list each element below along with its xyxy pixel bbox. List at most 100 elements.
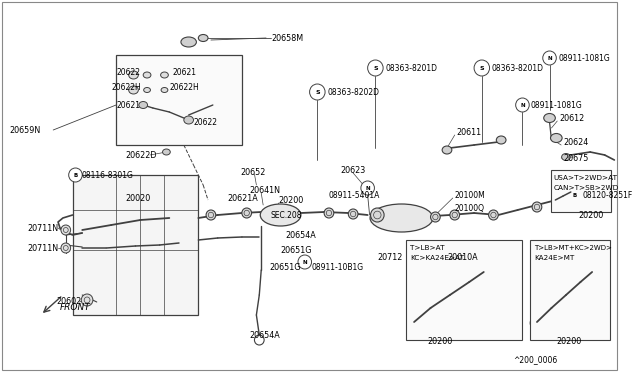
- Circle shape: [371, 208, 384, 222]
- Text: 20622D: 20622D: [126, 151, 157, 160]
- Text: 20654A: 20654A: [285, 231, 316, 240]
- Text: 08911-1081G: 08911-1081G: [530, 100, 582, 109]
- Text: 20622: 20622: [116, 67, 140, 77]
- Circle shape: [431, 212, 440, 222]
- Ellipse shape: [139, 102, 148, 109]
- Bar: [72, 175, 198, 315]
- Text: 20612: 20612: [559, 113, 584, 122]
- Text: B: B: [573, 192, 577, 198]
- Bar: [116, 55, 242, 145]
- Text: N: N: [520, 103, 525, 108]
- Ellipse shape: [129, 86, 138, 94]
- Text: B: B: [74, 173, 77, 177]
- Ellipse shape: [260, 204, 301, 226]
- Text: SEC.208: SEC.208: [271, 211, 303, 219]
- Text: 20200: 20200: [556, 337, 582, 346]
- Text: 20623: 20623: [340, 166, 366, 174]
- Text: 08911-5401A: 08911-5401A: [329, 190, 380, 199]
- Text: 20641N: 20641N: [250, 186, 280, 195]
- Circle shape: [81, 294, 93, 306]
- Text: 20651G: 20651G: [269, 263, 300, 273]
- Text: 20622: 20622: [193, 118, 218, 126]
- Text: KC>KA24E>AT: KC>KA24E>AT: [410, 255, 464, 261]
- Circle shape: [488, 210, 499, 220]
- Circle shape: [450, 210, 460, 220]
- Circle shape: [242, 208, 252, 218]
- Text: KA24E>MT: KA24E>MT: [534, 255, 574, 261]
- Text: 08116-8301G: 08116-8301G: [81, 170, 133, 180]
- Text: 20711N: 20711N: [27, 244, 58, 253]
- Text: 08363-8202D: 08363-8202D: [327, 87, 379, 96]
- Ellipse shape: [143, 87, 150, 93]
- Ellipse shape: [163, 149, 170, 155]
- Text: 20611: 20611: [457, 128, 482, 137]
- Ellipse shape: [198, 35, 208, 42]
- Circle shape: [298, 255, 312, 269]
- Circle shape: [532, 202, 542, 212]
- Circle shape: [557, 194, 565, 202]
- Text: 20675: 20675: [563, 154, 588, 163]
- Text: 20658M: 20658M: [271, 33, 303, 42]
- Text: 20200: 20200: [428, 337, 453, 346]
- Text: 08911-10B1G: 08911-10B1G: [312, 263, 364, 273]
- Text: N: N: [303, 260, 307, 264]
- Circle shape: [480, 264, 492, 276]
- Text: 20100Q: 20100Q: [455, 203, 484, 212]
- Text: USA>T>2WD>AT: USA>T>2WD>AT: [554, 175, 618, 181]
- Circle shape: [324, 208, 334, 218]
- Text: 20654A: 20654A: [250, 330, 280, 340]
- Ellipse shape: [550, 134, 562, 142]
- Circle shape: [435, 273, 445, 283]
- Text: 20200: 20200: [278, 196, 304, 205]
- Text: S: S: [479, 65, 484, 71]
- Ellipse shape: [184, 116, 193, 124]
- Text: 20621A: 20621A: [227, 193, 258, 202]
- Text: 20621: 20621: [116, 100, 140, 109]
- Text: 08363-8201D: 08363-8201D: [492, 64, 543, 73]
- Circle shape: [367, 60, 383, 76]
- Circle shape: [543, 51, 556, 65]
- Text: ^200_0006: ^200_0006: [513, 356, 557, 365]
- Text: 20712: 20712: [378, 253, 403, 263]
- Text: 20624: 20624: [563, 138, 588, 147]
- Bar: [552, 170, 611, 212]
- Ellipse shape: [181, 37, 196, 47]
- Circle shape: [433, 258, 447, 272]
- Circle shape: [474, 60, 490, 76]
- Text: 20651G: 20651G: [280, 246, 312, 254]
- Text: 08120-8251F: 08120-8251F: [582, 190, 633, 199]
- Text: 08363-8201D: 08363-8201D: [385, 64, 437, 73]
- Circle shape: [516, 98, 529, 112]
- Text: T>LB>AT: T>LB>AT: [410, 245, 445, 251]
- Text: 20622H: 20622H: [111, 83, 141, 92]
- Text: 20020: 20020: [126, 193, 151, 202]
- Circle shape: [361, 181, 374, 195]
- Ellipse shape: [562, 154, 570, 160]
- Circle shape: [348, 209, 358, 219]
- Text: CAN>T>SB>2WD: CAN>T>SB>2WD: [554, 185, 619, 191]
- Text: T>LB>MT+KC>2WD>: T>LB>MT+KC>2WD>: [534, 245, 612, 251]
- Text: S: S: [315, 90, 319, 94]
- Circle shape: [588, 264, 599, 276]
- Ellipse shape: [143, 72, 151, 78]
- Ellipse shape: [442, 146, 452, 154]
- Bar: [530, 240, 609, 340]
- Ellipse shape: [544, 113, 556, 122]
- Circle shape: [310, 84, 325, 100]
- Ellipse shape: [129, 71, 138, 79]
- Text: 20711N: 20711N: [27, 224, 58, 232]
- Text: 20100M: 20100M: [455, 190, 486, 199]
- Circle shape: [530, 317, 542, 329]
- Text: 20652: 20652: [240, 167, 266, 176]
- Text: N: N: [547, 55, 552, 61]
- Ellipse shape: [370, 204, 433, 232]
- Text: 20602: 20602: [56, 298, 81, 307]
- Text: 20010A: 20010A: [447, 253, 477, 263]
- Text: 20659N: 20659N: [10, 125, 41, 135]
- Text: FRONT: FRONT: [60, 302, 91, 311]
- Ellipse shape: [161, 87, 168, 93]
- Text: S: S: [373, 65, 378, 71]
- Bar: [406, 240, 522, 340]
- Circle shape: [561, 193, 571, 203]
- Circle shape: [61, 243, 70, 253]
